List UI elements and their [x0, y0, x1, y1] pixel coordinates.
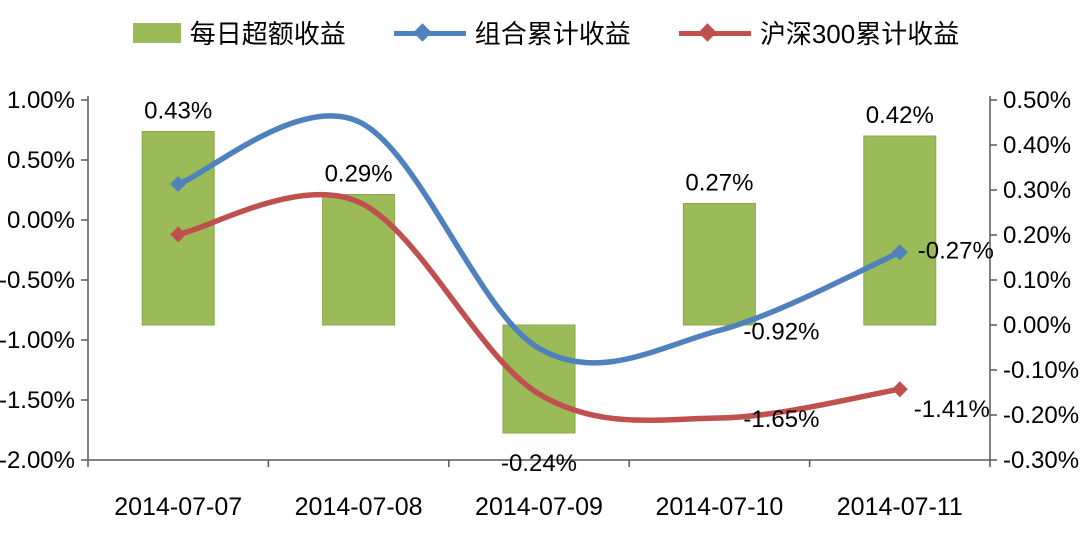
svg-text:-0.10%: -0.10% [1003, 357, 1079, 384]
chart-legend: 每日超额收益 组合累计收益 沪深300累计收益 [0, 14, 1092, 51]
svg-text:2014-07-08: 2014-07-08 [295, 493, 423, 521]
svg-text:1.00%: 1.00% [7, 87, 75, 114]
svg-text:-1.65%: -1.65% [743, 406, 819, 433]
svg-text:0.30%: 0.30% [1003, 177, 1071, 204]
svg-text:2014-07-11: 2014-07-11 [837, 493, 963, 521]
svg-text:0.40%: 0.40% [1003, 132, 1071, 159]
legend-item-daily-excess-return: 每日超额收益 [132, 14, 346, 51]
svg-text:0.00%: 0.00% [7, 207, 75, 234]
legend-item-csi300-cumulative-return: 沪深300累计收益 [678, 14, 960, 51]
svg-text:0.29%: 0.29% [325, 161, 393, 188]
line-diamond-swatch-icon [393, 22, 466, 43]
legend-label-csi300-cumulative-return: 沪深300累计收益 [759, 19, 960, 49]
svg-text:2014-07-10: 2014-07-10 [655, 493, 783, 521]
svg-text:2014-07-09: 2014-07-09 [475, 493, 603, 521]
svg-text:0.43%: 0.43% [144, 98, 212, 125]
legend-label-daily-excess-return: 每日超额收益 [189, 19, 346, 49]
svg-text:-0.30%: -0.30% [1003, 447, 1079, 474]
legend-label-portfolio-cumulative-return: 组合累计收益 [474, 19, 631, 49]
svg-text:-0.27%: -0.27% [918, 237, 994, 264]
svg-text:-1.41%: -1.41% [914, 396, 990, 423]
svg-text:0.50%: 0.50% [1003, 87, 1071, 114]
legend-item-portfolio-cumulative-return: 组合累计收益 [393, 14, 631, 51]
svg-text:0.00%: 0.00% [1003, 312, 1071, 339]
svg-text:-0.20%: -0.20% [1003, 402, 1079, 429]
bar-swatch-icon [132, 22, 181, 43]
svg-text:-0.24%: -0.24% [501, 450, 577, 477]
svg-text:0.20%: 0.20% [1003, 222, 1071, 249]
svg-text:0.27%: 0.27% [685, 170, 753, 197]
svg-text:2014-07-07: 2014-07-07 [114, 493, 242, 521]
svg-text:-2.00%: -2.00% [0, 447, 75, 474]
line-diamond-swatch-icon [678, 22, 751, 43]
svg-text:0.50%: 0.50% [7, 147, 75, 174]
svg-text:0.10%: 0.10% [1003, 267, 1071, 294]
svg-text:-1.00%: -1.00% [0, 327, 75, 354]
svg-text:-0.50%: -0.50% [0, 267, 75, 294]
svg-text:-1.50%: -1.50% [0, 387, 75, 414]
svg-text:-0.92%: -0.92% [743, 318, 819, 345]
svg-text:0.42%: 0.42% [866, 102, 934, 129]
